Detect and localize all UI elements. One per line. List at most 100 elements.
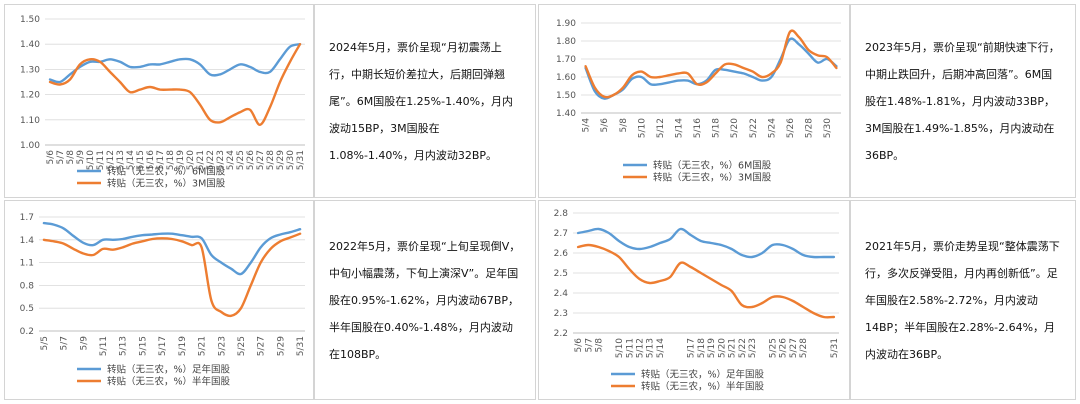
x-tick-label: 5/8 (66, 150, 76, 165)
chart-panel-2022: 0.2 0.5 0.8 1.1 1.4 1.7 5/5 5/7 5/9 5/11 5/13 5/15 5… (4, 200, 314, 400)
legend-label: 转贴（无三农，%）6M国股 (107, 166, 226, 178)
y-tick-label: 1.40 (20, 40, 40, 50)
x-tick-label: 5/27 (256, 150, 266, 170)
x-tick-label: 5/10 (86, 150, 96, 170)
x-tick-label: 5/16 (693, 118, 703, 138)
x-tick-label: 5/14 (675, 118, 685, 138)
x-tick-label: 5/27 (257, 336, 267, 356)
x-tick-label: 5/10 (615, 338, 625, 358)
y-tick-label: 2.4 (554, 289, 569, 299)
y-tick-label: 0.8 (20, 281, 35, 291)
x-tick-label: 5/13 (119, 336, 129, 356)
x-tick-label: 5/13 (116, 150, 126, 170)
x-tick-label: 5/8 (595, 338, 605, 353)
x-tick-label: 5/7 (60, 336, 70, 350)
x-tick-label: 5/14 (126, 150, 136, 170)
x-tick-label: 5/4 (582, 118, 592, 133)
chart-2024-svg: 1.00 1.10 1.20 1.30 1.40 1.50 5/6 5/7 5/8 5/9 5/10… (20, 15, 306, 190)
x-tick-label: 5/19 (178, 336, 188, 356)
x-tick-label: 5/29 (276, 336, 286, 356)
legend-label: 转贴（无三农，%）3M国股 (107, 178, 226, 190)
x-tick-label: 5/13 (646, 338, 656, 358)
x-tick-label: 5/22 (738, 338, 748, 358)
y-tick-label: 1.4 (20, 236, 35, 246)
summary-2021: 2021年5月，票价走势呈现“整体震荡下行，多次反弹受阻，月内再创新低”。足年国… (850, 200, 1076, 400)
x-tick-label: 5/17 (156, 150, 166, 170)
legend-label: 转贴（无三农，%）足年国股 (107, 364, 231, 376)
x-tick-label: 5/21 (198, 336, 208, 356)
x-tick-label: 5/11 (96, 150, 106, 170)
x-tick-label: 5/9 (76, 150, 86, 165)
summary-2024: 2024年5月，票价呈现“月初震荡上行，中期长短价差拉大，后期回弹翘尾”。6M国… (314, 4, 536, 198)
series-line-1 (576, 227, 836, 259)
x-tick-label: 5/31 (296, 336, 306, 356)
x-tick-label: 5/19 (176, 150, 186, 170)
y-tick-label: 2.5 (554, 269, 568, 279)
y-tick-label: 2.6 (554, 249, 569, 259)
x-tick-label: 5/27 (789, 338, 799, 358)
y-tick-label: 1.10 (20, 116, 40, 126)
x-tick-label: 5/25 (237, 336, 247, 356)
y-tick-label: 1.30 (20, 65, 40, 75)
x-tick-label: 5/17 (158, 336, 168, 356)
y-tick-label: 1.50 (20, 15, 40, 25)
y-tick-label: 1.80 (556, 37, 576, 47)
summary-2024-text: 2024年5月，票价呈现“月初震荡上行，中期长短价差拉大，后期回弹翘尾”。6M国… (329, 40, 514, 162)
x-tick-label: 5/11 (99, 336, 109, 356)
series-line-2 (584, 29, 838, 99)
summary-2023: 2023年5月，票价呈现“前期快速下行，中期止跌回升，后期冲高回落”。6M国股在… (850, 4, 1076, 198)
x-tick-label: 5/20 (730, 118, 740, 138)
summary-2023-text: 2023年5月，票价呈现“前期快速下行，中期止跌回升，后期冲高回落”。6M国股在… (865, 40, 1060, 162)
y-tick-label: 0.2 (20, 327, 34, 337)
x-tick-label: 5/23 (216, 150, 226, 170)
y-tick-label: 1.40 (556, 109, 576, 119)
y-tick-label: 2.7 (554, 229, 568, 239)
x-tick-label: 5/7 (56, 150, 66, 164)
x-tick-label: 5/12 (636, 338, 646, 358)
x-tick-label: 5/20 (186, 150, 196, 170)
x-tick-label: 5/21 (728, 338, 738, 358)
x-tick-label: 5/25 (769, 338, 779, 358)
x-tick-label: 5/5 (40, 336, 50, 350)
x-tick-label: 5/6 (574, 338, 584, 353)
series-line-2 (42, 232, 302, 318)
series-line-1 (48, 43, 302, 84)
x-tick-label: 5/7 (584, 338, 594, 352)
legend-label: 转贴（无三农，%）6M国股 (653, 160, 772, 172)
x-tick-label: 5/6 (600, 118, 610, 133)
y-tick-label: 0.5 (20, 304, 34, 314)
series-line-2 (576, 243, 836, 319)
x-tick-label: 5/15 (138, 336, 148, 356)
x-tick-label: 5/28 (799, 338, 809, 358)
summary-2021-text: 2021年5月，票价走势呈现“整体震荡下行，多次反弹受阻，月内再创新低”。足年国… (865, 239, 1060, 361)
summary-2022-text: 2022年5月，票价呈现“上旬呈现倒V，中旬小幅震荡，下旬上演深V”。足年国股在… (329, 239, 521, 361)
x-tick-label: 5/19 (707, 338, 717, 358)
x-tick-label: 5/9 (79, 336, 89, 351)
x-tick-label: 5/12 (656, 118, 666, 138)
x-tick-label: 5/28 (266, 150, 276, 170)
legend-label: 转贴（无三农，%）半年国股 (641, 381, 765, 393)
chart-panel-2023: 1.40 1.50 1.60 1.70 1.80 1.90 5/4 5/6 5/8 5/10 5/1… (538, 4, 850, 198)
x-tick-label: 5/12 (106, 150, 116, 170)
y-tick-label: 1.1 (20, 259, 34, 269)
summary-2022: 2022年5月，票价呈现“上旬呈现倒V，中旬小幅震荡，下旬上演深V”。足年国股在… (314, 200, 536, 400)
legend-label: 转贴（无三农，%）3M国股 (653, 172, 772, 184)
x-tick-label: 5/15 (136, 150, 146, 170)
x-tick-label: 5/23 (748, 338, 758, 358)
x-tick-label: 5/14 (656, 338, 666, 358)
x-tick-label: 5/11 (625, 338, 635, 358)
chart-2022-svg: 0.2 0.5 0.8 1.1 1.4 1.7 5/5 5/7 5/9 5/11 5/13 5/15 5… (20, 213, 306, 388)
series-line-1 (42, 221, 302, 276)
x-tick-label: 5/31 (830, 338, 840, 358)
x-tick-label: 5/30 (823, 118, 833, 138)
x-tick-label: 5/10 (637, 118, 647, 138)
x-tick-label: 5/16 (146, 150, 156, 170)
x-tick-label: 5/25 (236, 150, 246, 170)
x-tick-label: 5/18 (712, 118, 722, 138)
x-tick-label: 5/26 (246, 150, 256, 170)
x-tick-label: 5/22 (206, 150, 216, 170)
x-tick-label: 5/31 (296, 150, 306, 170)
x-tick-label: 5/24 (226, 150, 236, 170)
y-tick-label: 1.90 (556, 19, 576, 29)
legend-label: 转贴（无三农，%）半年国股 (107, 376, 231, 388)
